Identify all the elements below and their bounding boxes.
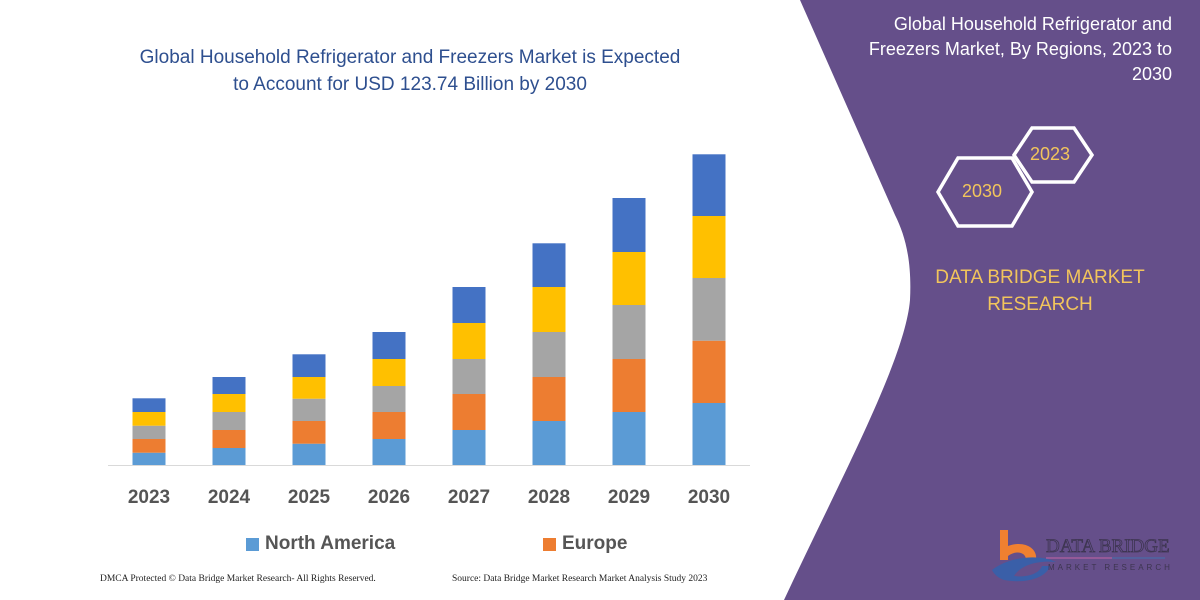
bar-segment-2025-series-1	[292, 443, 326, 465]
chart-title: Global Household Refrigerator and Freeze…	[100, 44, 720, 98]
bar-segment-2027-series-5	[452, 287, 486, 323]
legend-label-europe: Europe	[562, 533, 628, 554]
bar-segment-2028-series-2	[532, 377, 566, 421]
bar-segment-2030-series-4	[692, 216, 726, 278]
bar-segment-2026-series-3	[372, 386, 406, 412]
bar-segment-2026-series-2	[372, 412, 406, 439]
bar-segment-2024-series-2	[212, 430, 246, 448]
bar-segment-2028-series-1	[532, 421, 566, 465]
svg-text:MARKET RESEARCH: MARKET RESEARCH	[1048, 563, 1170, 572]
chart-title-line1: Global Household Refrigerator and Freeze…	[139, 47, 681, 68]
chart-title-line2: to Account for USD 123.74 Billion by 203…	[233, 74, 587, 95]
bar-segment-2030-series-1	[692, 403, 726, 465]
stacked-bar-chart: 2023 2024 2025 2026 2027 2028 2029 2030	[108, 154, 750, 508]
bar-segment-2025-series-5	[292, 354, 326, 377]
bar-segment-2027-series-2	[452, 394, 486, 430]
brand-line2: RESEARCH	[987, 294, 1093, 315]
footer-source: Source: Data Bridge Market Research Mark…	[452, 574, 708, 584]
x-tick-label-2029: 2029	[608, 487, 650, 508]
bar-segment-2023-series-1	[132, 452, 166, 465]
bar-segment-2025-series-4	[292, 377, 326, 399]
x-tick-label-2030: 2030	[688, 487, 730, 508]
bar-segment-2028-series-5	[532, 243, 566, 287]
legend-swatch-north-america	[246, 537, 259, 551]
footer-copyright: DMCA Protected © Data Bridge Market Rese…	[100, 574, 376, 584]
bar-segment-2025-series-2	[292, 421, 326, 444]
bar-segment-2029-series-3	[612, 305, 646, 359]
bar-segment-2030-series-5	[692, 154, 726, 216]
bar-segment-2027-series-3	[452, 359, 486, 394]
side-panel-title: Global Household Refrigerator and Freeze…	[812, 12, 1172, 87]
bar-segment-2030-series-2	[692, 340, 726, 403]
side-title-line2: Freezers Market, By Regions, 2023 to	[868, 39, 1172, 59]
bar-segment-2023-series-4	[132, 412, 166, 426]
bar-segment-2023-series-5	[132, 398, 166, 412]
bar-segment-2024-series-5	[212, 377, 246, 394]
x-tick-label-2023: 2023	[128, 487, 170, 508]
bar-segment-2026-series-4	[372, 359, 406, 386]
bar-segment-2024-series-4	[212, 394, 246, 412]
legend-item-north-america: North America	[246, 533, 395, 555]
bar-segment-2029-series-1	[612, 412, 646, 465]
brand-text: DATA BRIDGE MARKET RESEARCH	[920, 264, 1160, 318]
x-tick-label-2025: 2025	[288, 487, 331, 508]
bar-segment-2028-series-4	[532, 287, 566, 332]
side-title-line1: Global Household Refrigerator and	[893, 14, 1172, 34]
bar-segment-2024-series-3	[212, 412, 246, 430]
bar-segment-2026-series-1	[372, 439, 406, 465]
svg-text:DATA BRIDGE: DATA BRIDGE	[1046, 536, 1170, 557]
bar-segment-2029-series-2	[612, 359, 646, 412]
x-tick-label-2024: 2024	[208, 487, 251, 508]
legend-label-north-america: North America	[265, 533, 396, 554]
bar-segment-2027-series-1	[452, 430, 486, 465]
bar-segment-2024-series-1	[212, 448, 246, 465]
bar-segment-2030-series-3	[692, 278, 726, 341]
bar-segment-2027-series-4	[452, 323, 486, 359]
x-tick-label-2028: 2028	[528, 487, 570, 508]
bar-segment-2023-series-3	[132, 425, 166, 439]
x-tick-label-2027: 2027	[448, 487, 490, 508]
bar-segment-2029-series-5	[612, 198, 646, 252]
hexagon-2030-icon	[935, 156, 1035, 228]
x-tick-label-2026: 2026	[368, 487, 410, 508]
brand-line1: DATA BRIDGE MARKET	[935, 267, 1145, 288]
bar-segment-2023-series-2	[132, 439, 166, 453]
bar-segment-2029-series-4	[612, 252, 646, 305]
bar-segment-2025-series-3	[292, 398, 326, 421]
bar-segment-2028-series-3	[532, 332, 566, 377]
hex-label-2023: 2023	[1030, 144, 1071, 164]
side-title-line3: 2030	[1131, 64, 1172, 84]
data-bridge-logo: DATA BRIDGE MARKET RESEARCH	[992, 530, 1170, 582]
bar-segment-2026-series-5	[372, 332, 406, 359]
hex-label-2030: 2030	[962, 181, 1003, 201]
hexagon-2023-icon	[1011, 126, 1095, 184]
legend-item-europe: Europe	[543, 533, 627, 555]
legend-swatch-europe	[543, 537, 556, 551]
